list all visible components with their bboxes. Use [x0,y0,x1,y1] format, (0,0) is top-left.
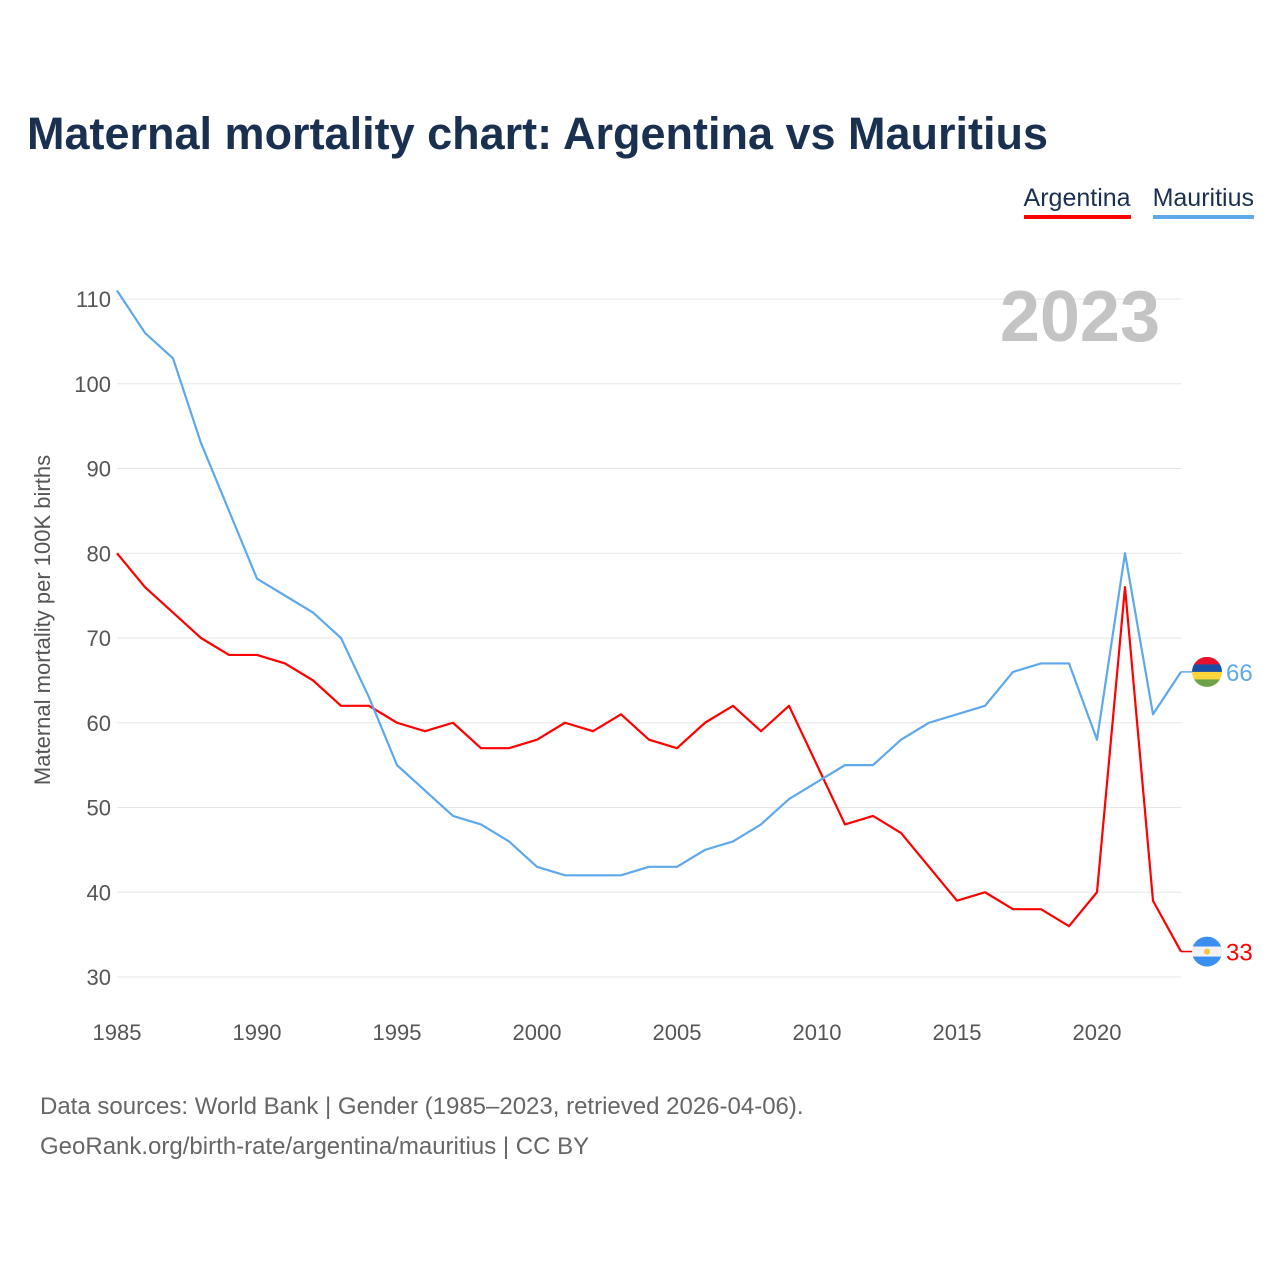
legend-argentina[interactable]: Argentina [1023,184,1131,219]
end-value-label: 33 [1226,940,1253,967]
end-value-label: 66 [1226,660,1253,687]
argentina-flag-icon [1192,936,1222,967]
y-tick-label: 80 [87,541,111,566]
series-line-argentina [116,552,1182,953]
series-line-mauritius [116,289,1182,877]
y-tick-label: 100 [74,372,111,397]
x-tick-label: 2020 [1073,1020,1122,1045]
y-axis-label: Maternal mortality per 100K births [30,455,55,785]
x-tick-label: 1995 [373,1020,422,1045]
year-label: 2023 [1000,277,1160,357]
source-text: Data sources: World Bank | Gender (1985–… [40,1093,804,1120]
attribution-text: GeoRank.org/birth-rate/argentina/mauriti… [40,1133,590,1160]
x-tick-label: 1985 [93,1020,142,1045]
y-tick-label: 50 [87,796,111,821]
x-tick-label: 2000 [513,1020,562,1045]
x-tick-label: 2010 [793,1020,842,1045]
footer: Data sources: World Bank | Gender (1985–… [40,1087,804,1167]
y-tick-label: 70 [87,626,111,651]
x-tick-label: 1990 [233,1020,282,1045]
legend: Argentina Mauritius [1023,184,1254,219]
x-tick-label: 2005 [653,1020,702,1045]
y-tick-label: 60 [87,711,111,736]
y-tick-label: 90 [87,457,111,482]
y-tick-label: 40 [87,880,111,905]
y-tick-label: 30 [87,965,111,990]
y-tick-label: 110 [76,287,111,312]
legend-mauritius[interactable]: Mauritius [1152,184,1254,219]
chart-title: Maternal mortality chart: Argentina vs M… [27,108,1049,159]
mauritius-flag-icon [1192,656,1222,687]
x-tick-label: 2015 [933,1020,982,1045]
